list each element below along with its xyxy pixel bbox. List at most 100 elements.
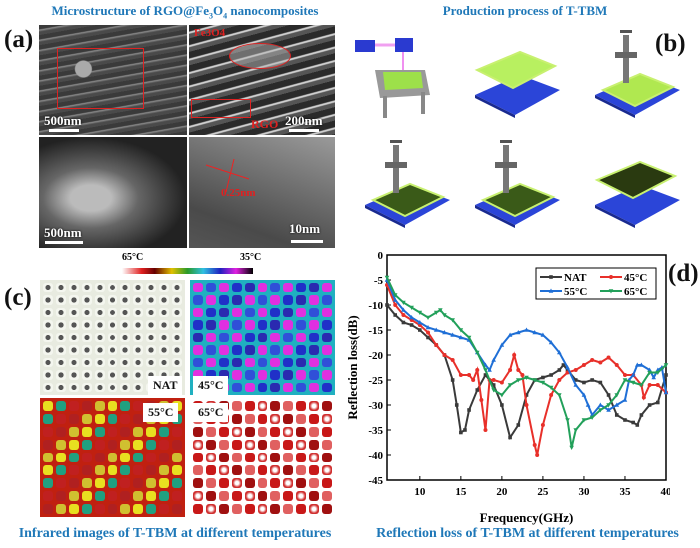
- ir-cell: [322, 426, 332, 437]
- panel-b-label: (b): [655, 30, 686, 57]
- ir-cell: [322, 357, 332, 368]
- ir-cell: [81, 452, 92, 463]
- process-step-3: [595, 30, 680, 118]
- ir-cell: [231, 465, 242, 476]
- ir-cell: [107, 426, 118, 437]
- ir-cell: [257, 382, 268, 392]
- ir-cell: [107, 283, 118, 293]
- data-point-65c: [417, 310, 423, 315]
- ir-cell: [68, 426, 79, 437]
- ir-cell: [68, 382, 79, 392]
- data-point-65c: [392, 293, 398, 298]
- ir-cell: [193, 465, 203, 476]
- data-point-nat: [664, 373, 668, 377]
- ir-cell: [309, 307, 320, 318]
- ir-cell: [146, 452, 157, 463]
- x-tick-label: 30: [578, 486, 590, 498]
- ir-cell: [244, 452, 255, 463]
- data-point-65c: [565, 418, 570, 423]
- ir-cell: [133, 382, 144, 392]
- ir-cell: [133, 295, 144, 305]
- ir-cell: [81, 439, 92, 450]
- data-point-55c: [630, 372, 636, 377]
- ir-cell: [172, 283, 182, 293]
- series-line-nat: [386, 304, 667, 440]
- ir-cell: [81, 320, 92, 330]
- ir-cell: [218, 370, 229, 380]
- ir-cell: [43, 426, 53, 437]
- data-point-55c: [450, 332, 455, 337]
- ir-cell: [270, 401, 281, 411]
- ir-cell: [218, 491, 229, 502]
- ir-cell: [107, 401, 118, 411]
- ir-cell: [309, 413, 320, 424]
- ir-cell: [322, 345, 332, 355]
- ir-cell: [43, 370, 53, 380]
- ir-cell: [322, 320, 332, 330]
- data-point-nat: [401, 320, 406, 325]
- ir-cell: [270, 439, 281, 450]
- ir-cell: [270, 491, 281, 502]
- ir-cell: [322, 478, 332, 489]
- ir-cell: [283, 320, 294, 330]
- ir-cell: [133, 478, 144, 489]
- ir-cell: [120, 283, 131, 293]
- data-point-45c: [516, 368, 521, 372]
- y-axis-label: Reflection loss(dB): [345, 315, 360, 419]
- data-point-nat: [483, 373, 488, 377]
- ir-cell: [81, 345, 92, 355]
- scale-bar: [291, 240, 323, 243]
- data-point-65c: [655, 370, 661, 375]
- process-step-1: [355, 38, 430, 118]
- y-tick-label: -15: [368, 325, 383, 337]
- data-point-45c: [549, 393, 554, 397]
- ir-cell: [146, 307, 157, 318]
- ir-cell: [193, 332, 203, 343]
- ir-cell: [107, 357, 118, 368]
- ir-cell: [270, 295, 281, 305]
- ir-cell: [244, 307, 255, 318]
- ir-cell: [81, 413, 92, 424]
- data-point-nat: [639, 413, 644, 417]
- data-point-45c: [450, 358, 455, 362]
- ir-cell: [270, 320, 281, 330]
- data-point-nat: [582, 380, 586, 385]
- ir-cell: [94, 332, 105, 343]
- ir-cell: [322, 295, 332, 305]
- scale-bar: [49, 129, 79, 132]
- data-point-nat: [491, 383, 496, 387]
- ir-cell: [244, 439, 255, 450]
- ir-cell: [218, 345, 229, 355]
- scale-label: 200nm: [285, 113, 323, 128]
- ir-cell: [257, 370, 268, 380]
- ir-cell: [120, 345, 131, 355]
- ir-cell: [146, 439, 157, 450]
- ir-cell: [120, 413, 131, 424]
- ir-cell: [257, 307, 268, 318]
- ir-cell: [205, 439, 216, 450]
- ir-cell: [81, 504, 92, 514]
- ir-cell: [193, 452, 203, 463]
- ir-cell: [43, 439, 53, 450]
- data-point-nat: [463, 428, 467, 432]
- data-point-nat: [418, 328, 422, 332]
- ir-cell: [296, 504, 307, 514]
- ir-cell: [159, 426, 170, 437]
- ir-cell: [283, 413, 294, 424]
- ir-cell: [244, 320, 255, 330]
- panel-d-caption: Reflection loss of T-TBM at different te…: [376, 526, 679, 541]
- data-point-nat: [516, 423, 521, 427]
- ir-cell: [257, 283, 268, 293]
- ir-cell: [68, 357, 79, 368]
- ir-cell: [231, 478, 242, 489]
- ir-cell: [107, 452, 118, 463]
- legend-marker: [608, 289, 614, 294]
- title-text: O: [212, 3, 224, 18]
- ir-cell: [283, 465, 294, 476]
- data-point-nat: [614, 413, 619, 417]
- data-point-45c: [499, 380, 504, 385]
- series-line-45c: [386, 284, 667, 456]
- ir-cell: [218, 307, 229, 318]
- data-point-65c: [433, 310, 439, 315]
- ir-cell: [81, 370, 92, 380]
